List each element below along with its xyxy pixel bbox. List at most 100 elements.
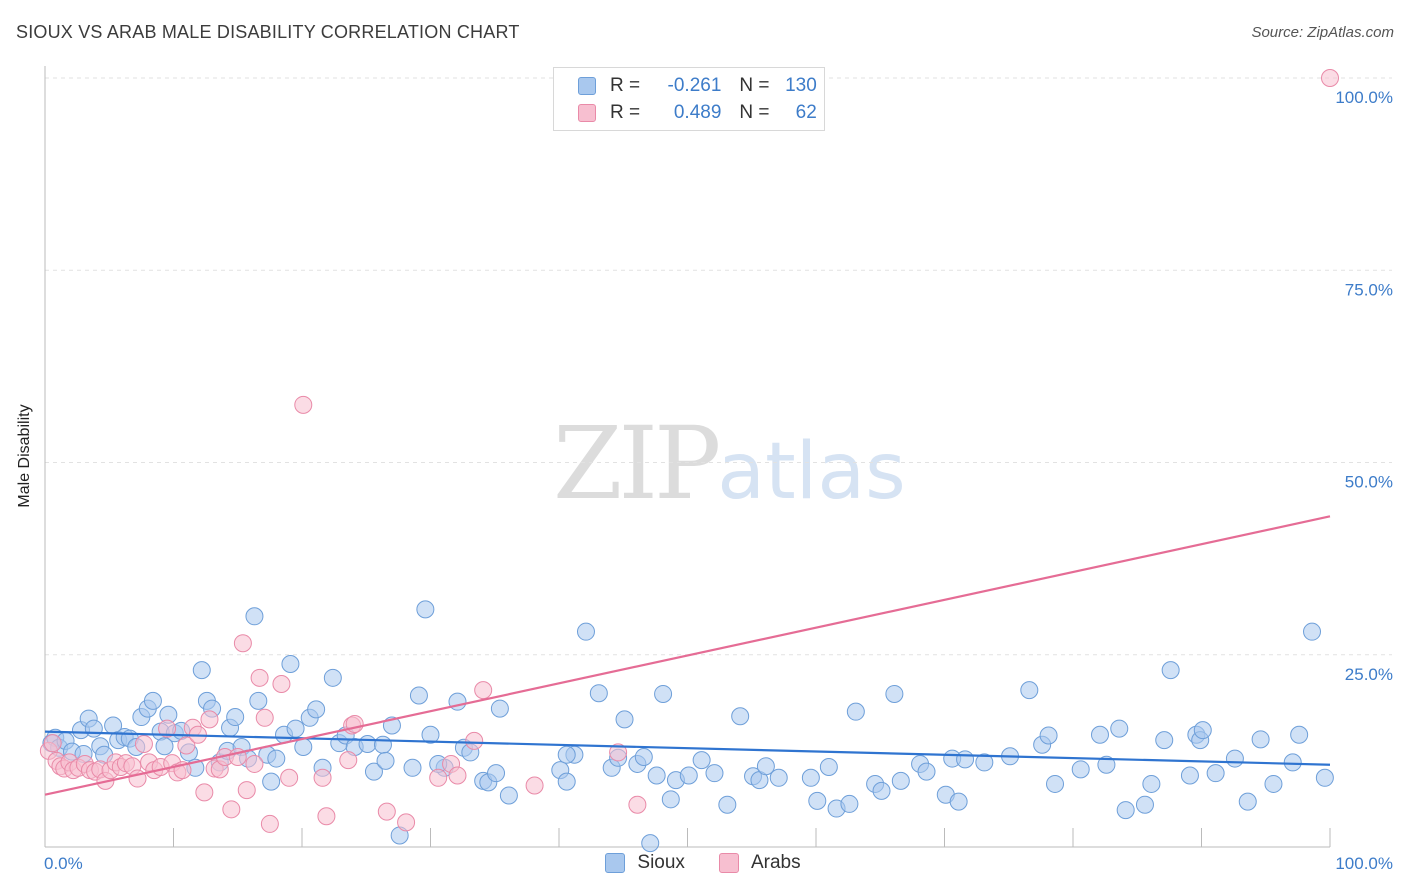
point-sioux — [1283, 753, 1302, 772]
watermark-atlas: atlas — [717, 427, 906, 517]
series-legend: Sioux Arabs — [0, 852, 1406, 874]
stats-legend: R = -0.261 N = 130 R = 0.489 N = 62 — [553, 67, 825, 131]
y-tick-label: 100.0% — [1335, 88, 1393, 107]
point-sioux — [756, 757, 775, 776]
point-sioux — [1238, 792, 1257, 811]
point-sioux — [1193, 721, 1212, 740]
point-arabs — [255, 708, 274, 727]
point-sioux — [1135, 795, 1154, 814]
point-arabs — [429, 768, 448, 787]
series-legend-sioux[interactable]: Sioux — [605, 852, 685, 874]
legend-n-label: N = — [739, 75, 770, 96]
point-sioux — [576, 622, 595, 641]
point-sioux — [245, 607, 264, 626]
point-sioux — [416, 600, 435, 619]
point-sioux — [769, 768, 788, 787]
point-sioux — [1071, 760, 1090, 779]
legend-r-label: R = — [610, 102, 641, 123]
point-arabs — [525, 776, 544, 795]
point-arabs — [158, 719, 177, 738]
point-sioux — [705, 764, 724, 783]
point-sioux — [956, 750, 975, 769]
point-sioux — [808, 791, 827, 810]
source-label: Source: ZipAtlas.com — [1251, 24, 1394, 41]
point-sioux — [192, 661, 211, 680]
point-arabs — [222, 800, 241, 819]
point-sioux — [376, 751, 395, 770]
point-arabs — [195, 783, 214, 802]
point-sioux — [286, 719, 305, 738]
point-sioux — [801, 768, 820, 787]
point-arabs — [628, 795, 647, 814]
point-arabs — [609, 743, 628, 762]
point-sioux — [949, 792, 968, 811]
point-sioux — [1206, 764, 1225, 783]
legend-row-arabs: R = 0.489 N = 62 — [578, 101, 817, 125]
y-tick-label: 75.0% — [1345, 280, 1393, 299]
point-arabs — [448, 766, 467, 785]
point-sioux — [281, 654, 300, 673]
series-swatch-arabs — [718, 853, 739, 873]
trend-line-sioux — [44, 730, 1331, 766]
legend-swatch-sioux — [578, 77, 596, 95]
point-arabs — [339, 751, 358, 770]
point-arabs — [1321, 69, 1339, 87]
point-sioux — [917, 762, 936, 781]
point-sioux — [1142, 774, 1161, 793]
point-arabs — [177, 736, 196, 755]
legend-n-value: 130 — [785, 75, 817, 96]
point-arabs — [294, 395, 313, 414]
point-sioux — [143, 691, 162, 710]
point-arabs — [260, 814, 279, 833]
legend-r-value: -0.261 — [667, 75, 722, 96]
point-sioux — [557, 772, 576, 791]
point-sioux — [487, 764, 506, 783]
point-sioux — [641, 834, 660, 853]
point-sioux — [615, 710, 634, 729]
point-sioux — [1290, 725, 1309, 744]
series-legend-arabs[interactable]: Arabs — [718, 852, 801, 874]
point-sioux — [840, 794, 859, 813]
point-sioux — [654, 684, 673, 703]
point-sioux — [846, 702, 865, 721]
point-sioux — [872, 781, 891, 800]
legend-n-value: 62 — [795, 102, 817, 123]
point-sioux — [891, 771, 910, 790]
point-sioux — [1039, 726, 1058, 745]
point-sioux — [1303, 622, 1322, 641]
point-sioux — [403, 758, 422, 777]
point-arabs — [313, 768, 332, 787]
x-tick-label: 0.0% — [44, 854, 83, 873]
point-sioux — [557, 745, 576, 764]
watermark-zip: ZIP — [553, 405, 721, 522]
point-sioux — [84, 719, 103, 738]
point-arabs — [233, 634, 252, 653]
legend-row-sioux: R = -0.261 N = 130 — [578, 74, 817, 98]
point-sioux — [819, 758, 838, 777]
point-sioux — [1180, 766, 1199, 785]
point-sioux — [589, 684, 608, 703]
point-sioux — [975, 753, 994, 772]
point-sioux — [692, 751, 711, 770]
series-legend-label: Sioux — [637, 852, 685, 873]
point-sioux — [421, 725, 440, 744]
point-sioux — [1046, 774, 1065, 793]
point-arabs — [134, 734, 153, 753]
point-sioux — [1225, 749, 1244, 768]
point-sioux — [679, 766, 698, 785]
point-arabs — [272, 674, 291, 693]
point-sioux — [731, 707, 750, 726]
chart-title: SIOUX VS ARAB MALE DISABILITY CORRELATIO… — [16, 22, 520, 42]
point-sioux — [718, 795, 737, 814]
point-sioux — [499, 786, 518, 805]
legend-swatch-arabs — [578, 104, 596, 122]
point-sioux — [409, 686, 428, 705]
legend-n-label: N = — [739, 102, 770, 123]
point-sioux — [307, 700, 326, 719]
point-sioux — [1161, 661, 1180, 680]
point-arabs — [237, 781, 256, 800]
point-sioux — [1090, 725, 1109, 744]
point-sioux — [226, 708, 245, 727]
point-sioux — [358, 734, 377, 753]
